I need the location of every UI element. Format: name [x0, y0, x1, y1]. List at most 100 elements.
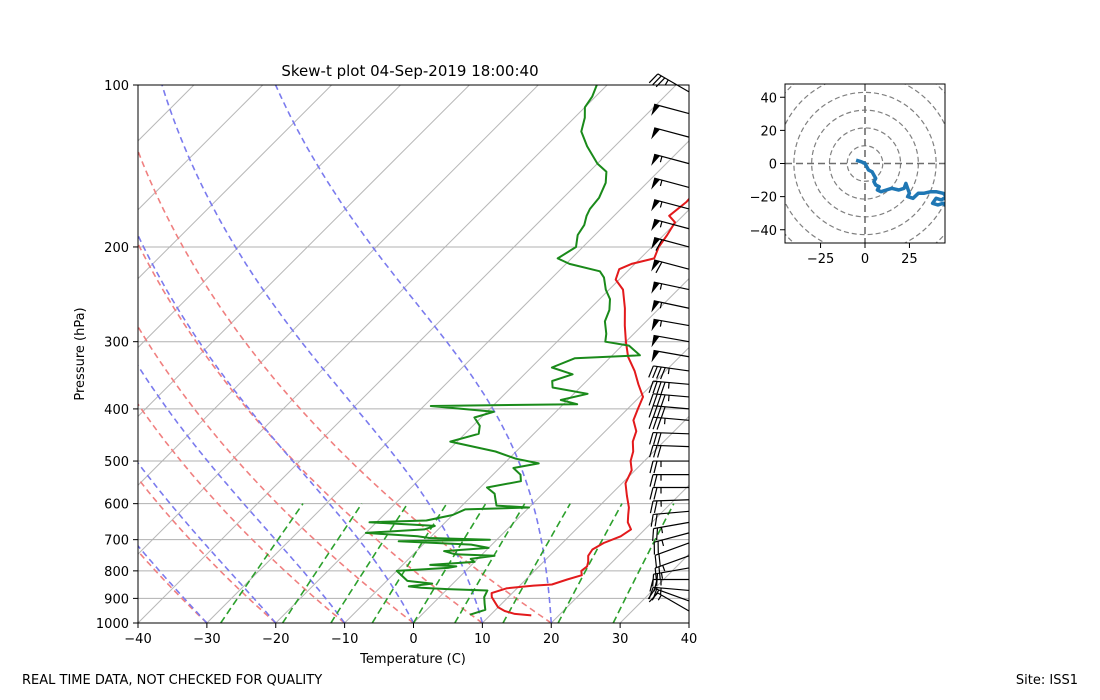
x-tick-label: −10 — [331, 632, 358, 647]
barb-full — [656, 366, 662, 379]
barb-staff — [653, 334, 690, 343]
y-tick-label: 500 — [104, 455, 129, 470]
wind-barb — [649, 486, 689, 500]
wind-barb — [652, 521, 690, 541]
barb-full — [656, 573, 659, 586]
barb-full — [652, 381, 658, 394]
hodograph-line — [855, 158, 945, 208]
moist-adiabat-lines — [138, 85, 553, 623]
barb-full — [652, 587, 658, 600]
wind-barb — [648, 405, 690, 419]
x-tick-label: 10 — [474, 632, 491, 647]
barb-half — [659, 283, 663, 290]
wind-barbs — [647, 73, 690, 612]
dry-adiabat-line — [138, 242, 483, 623]
moist-adiabat-line — [274, 85, 553, 623]
dry-adiabat-lines — [138, 148, 552, 623]
barb-full — [648, 380, 654, 394]
barb-full — [660, 367, 666, 380]
wind-barb — [654, 555, 690, 581]
barb-full — [655, 239, 663, 251]
chart-title: Skew-t plot 04-Sep-2019 18:00:40 — [281, 62, 538, 80]
wind-barb — [651, 281, 690, 294]
isotherm-line — [138, 85, 264, 211]
barb-full — [652, 75, 662, 86]
wind-barb — [649, 460, 689, 474]
moist-adiabat-line — [138, 233, 415, 623]
barb-staff — [654, 555, 690, 569]
isotherm-line — [138, 85, 332, 280]
temperature-trace — [490, 197, 689, 617]
isotherm-line — [619, 553, 689, 623]
isotherm-line — [138, 85, 195, 142]
isotherm-line — [138, 85, 470, 418]
dry-adiabat-line — [138, 148, 552, 623]
hodograph-x-tick-label: 0 — [861, 252, 869, 267]
wind-barb — [650, 510, 690, 527]
wind-barb — [654, 542, 690, 568]
barb-flag — [651, 300, 660, 313]
wind-barb — [648, 365, 690, 380]
barb-full — [655, 77, 666, 88]
barb-flag — [651, 154, 661, 166]
barb-full — [653, 487, 658, 500]
barb-half — [659, 156, 663, 163]
hodograph-y-tick-label: −20 — [750, 191, 777, 206]
hodograph-y-tick-label: 40 — [760, 91, 777, 106]
hodograph-plot-area — [785, 84, 945, 243]
barb-full — [648, 416, 654, 430]
barb-half — [659, 587, 662, 595]
mixing-ratio-line — [412, 503, 487, 623]
barb-staff — [654, 532, 690, 543]
isotherm-line — [482, 415, 689, 623]
mixing-ratio-line — [557, 503, 623, 623]
wind-barb — [648, 586, 690, 600]
isotherm-line — [688, 622, 689, 623]
barb-staff — [653, 365, 690, 372]
barb-staff — [654, 542, 690, 556]
barb-half — [667, 368, 670, 375]
wind-barb — [651, 334, 690, 348]
mixing-ratio-line — [281, 503, 363, 623]
isotherm-line — [758, 85, 1100, 623]
barb-full — [649, 500, 654, 514]
x-tick-label: 20 — [543, 632, 560, 647]
barb-full — [660, 394, 666, 407]
barb-half — [661, 539, 665, 547]
barb-half — [662, 565, 666, 572]
wind-barb — [648, 73, 690, 93]
barb-staff — [653, 586, 690, 592]
dry-adiabat-line — [138, 477, 277, 623]
x-tick-label: 0 — [409, 632, 417, 647]
barb-full — [653, 432, 658, 445]
isotherm-line — [344, 277, 689, 623]
wind-barb — [653, 532, 690, 555]
hodograph-y-ticks: 40 20 0 −20 −40 — [750, 91, 785, 239]
barb-full — [652, 574, 655, 587]
x-axis-label: Temperature (C) — [359, 652, 466, 667]
barb-full — [649, 432, 654, 445]
dry-adiabat-line — [138, 402, 346, 623]
isotherm-line — [138, 85, 608, 555]
wind-barb — [651, 127, 690, 140]
barb-staff — [653, 318, 690, 327]
wind-barb — [651, 199, 690, 212]
isotherm-line — [413, 346, 689, 623]
barb-flag — [651, 178, 661, 190]
barb-full — [660, 406, 666, 419]
barb-full — [649, 460, 654, 474]
isotherm-line — [138, 85, 677, 623]
x-tick-label: −40 — [124, 632, 151, 647]
hodograph-x-tick-label: −25 — [807, 252, 834, 267]
wind-barb — [649, 444, 690, 458]
barb-half — [660, 572, 664, 579]
pressure-grid — [138, 85, 689, 623]
barb-half — [659, 221, 663, 228]
mixing-ratio-line — [330, 503, 409, 623]
y-tick-label: 200 — [104, 241, 129, 256]
barb-half — [659, 320, 663, 327]
isotherm-line — [0, 85, 56, 623]
barb-half — [659, 179, 663, 187]
barb-full — [652, 405, 658, 419]
